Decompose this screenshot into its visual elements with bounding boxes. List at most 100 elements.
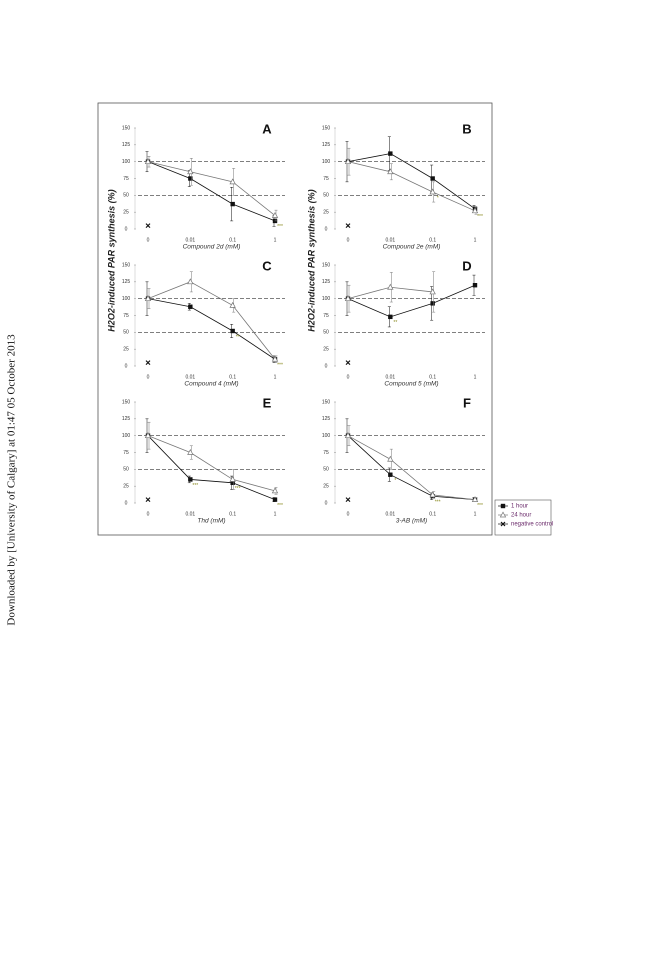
series-line [147,435,276,492]
data-point [271,355,279,362]
y-tick-label: 75 [323,313,329,319]
legend-marker [500,503,506,509]
y-tick-label: 75 [123,176,129,182]
y-tick-label: 125 [322,279,331,285]
data-point [345,497,351,503]
legend-label: 1 hour [511,504,528,510]
legend-label: negative control [511,522,553,528]
y-tick-label: 0 [325,226,328,232]
series-line [347,153,476,210]
significance-mark: *** [277,503,283,509]
figure-frame [97,102,493,536]
panel-label: E [263,395,272,410]
data-point [344,295,352,302]
x-tick-label: 1 [274,511,277,517]
series-line [147,298,276,360]
data-point [188,477,193,482]
data-point [387,455,394,462]
y-tick-label: 0 [125,500,128,506]
y-tick-label: 25 [323,346,329,352]
x-tick-label: 0.01 [385,237,395,243]
data-point [271,487,279,494]
x-tick-label: 1 [474,374,477,380]
significance-mark: * [394,478,396,484]
data-point [430,176,435,181]
panel-label: A [262,121,272,136]
y-tick-label: 50 [323,467,329,473]
x-tick-label: 0.1 [429,511,436,517]
data-point [272,497,278,502]
y-tick-label: 150 [322,399,331,405]
x-tick-label: 1 [474,237,477,243]
data-point [188,176,193,181]
x-tick-label: 0 [147,511,150,517]
y-tick-label: 0 [125,363,128,369]
y-tick-label: 50 [123,193,129,199]
download-note: Downloaded by [University of Calgary] at… [6,334,18,626]
significance-mark: * [437,195,439,201]
y-tick-label: 150 [122,399,131,405]
series-line [347,435,476,501]
y-tick-label: 25 [323,209,329,215]
significance-mark: ** [236,334,240,340]
data-point [144,158,152,165]
data-point [387,283,394,290]
data-point [388,314,393,320]
data-point [187,278,194,285]
data-point [344,158,352,165]
x-tick-label: 0.1 [229,511,236,517]
data-point [187,168,194,175]
data-point [388,472,393,477]
y-tick-label: 50 [123,330,129,336]
y-tick-label: 0 [325,500,328,506]
x-tick-label: 0.1 [429,237,436,243]
x-tick-label: 1 [474,511,477,517]
series-line [347,161,476,212]
x-tick-label: 0 [347,511,350,517]
y-tick-label: 100 [322,296,331,302]
data-point [230,201,235,207]
y-tick-label: 150 [322,125,331,131]
y-tick-label: 100 [322,433,331,439]
significance-mark: *** [277,224,283,230]
y-axis-label: H2O2-induced PAR synthesis (%) [306,189,316,331]
x-tick-label: 0 [347,374,350,380]
data-point [429,288,436,295]
data-point [145,223,151,229]
significance-mark: *** [477,214,483,220]
y-tick-label: 0 [125,226,128,232]
data-point [229,475,236,482]
data-point [144,295,152,302]
data-point [229,178,236,185]
y-tick-label: 150 [322,262,331,268]
x-axis-label: 3-AB (mM) [396,518,427,525]
y-axis-label: H2O2-induced PAR synthesis (%) [106,189,116,331]
y-tick-label: 125 [122,416,131,422]
data-point [429,491,436,498]
x-tick-label: 0 [147,237,150,243]
significance-mark: *** [277,363,283,369]
data-point [188,304,193,309]
series-line [147,161,276,216]
series-line [147,435,276,501]
significance-mark: ** [393,320,397,326]
series-line [147,281,276,360]
x-axis-label: Compound 5 (mM) [384,381,438,388]
data-point [144,432,152,439]
data-point [429,188,436,195]
data-point [387,168,394,175]
data-point [229,301,236,308]
y-tick-label: 100 [322,159,331,165]
panel-label: B [462,121,471,136]
x-tick-label: 0 [347,237,350,243]
y-tick-label: 75 [123,313,129,319]
x-axis-label: Compound 4 (mM) [184,381,238,388]
panel-label: D [462,258,471,273]
data-point [344,432,352,439]
y-tick-label: 50 [323,330,329,336]
panel-label: F [463,395,471,410]
x-tick-label: 0.01 [185,511,195,517]
data-point [230,328,235,334]
data-point [187,448,194,455]
